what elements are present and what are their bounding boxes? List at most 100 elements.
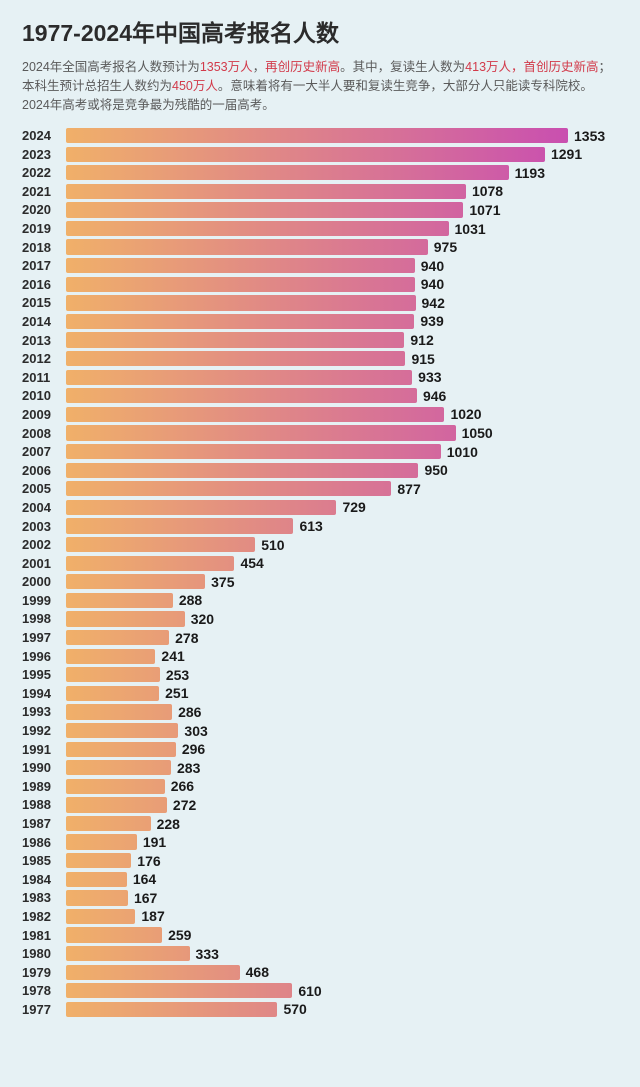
bar-track: 266 xyxy=(66,777,618,796)
year-label: 2008 xyxy=(22,426,66,441)
bar-track: 164 xyxy=(66,870,618,889)
chart-row: 1992 303 xyxy=(22,721,618,740)
bar-track: 940 xyxy=(66,275,618,294)
value-label: 187 xyxy=(141,908,164,924)
year-label: 2024 xyxy=(22,128,66,143)
bar xyxy=(66,221,449,236)
chart-row: 1990 283 xyxy=(22,758,618,777)
value-label: 320 xyxy=(191,611,214,627)
bar xyxy=(66,630,169,645)
bar-track: 288 xyxy=(66,591,618,610)
year-label: 1985 xyxy=(22,853,66,868)
chart-row: 2006 950 xyxy=(22,461,618,480)
bar-track: 187 xyxy=(66,907,618,926)
value-label: 303 xyxy=(184,723,207,739)
chart-row: 2012915 xyxy=(22,349,618,368)
chart-row: 2016940 xyxy=(22,275,618,294)
bar-track: 272 xyxy=(66,796,618,815)
value-label: 286 xyxy=(178,704,201,720)
bar-track: 946 xyxy=(66,387,618,406)
year-label: 1996 xyxy=(22,649,66,664)
bar-track: 167 xyxy=(66,889,618,908)
bar xyxy=(66,816,151,831)
bar xyxy=(66,593,173,608)
bar xyxy=(66,463,418,478)
year-label: 1982 xyxy=(22,909,66,924)
value-label: 454 xyxy=(240,555,263,571)
bar xyxy=(66,165,509,180)
bar xyxy=(66,946,190,961)
chart-row: 1977 570 xyxy=(22,1000,618,1019)
year-label: 1979 xyxy=(22,965,66,980)
year-label: 2020 xyxy=(22,202,66,217)
chart-row: 20231291 xyxy=(22,145,618,164)
bar xyxy=(66,537,255,552)
bar xyxy=(66,704,172,719)
value-label: 288 xyxy=(179,592,202,608)
bar-chart: 2024135320231291202211932021107820201071… xyxy=(22,126,618,1019)
bar-track: 950 xyxy=(66,461,618,480)
year-label: 1994 xyxy=(22,686,66,701)
page: 1977-2024年中国高考报名人数 2024年全国高考报名人数预计为1353万… xyxy=(0,0,640,1087)
year-label: 2014 xyxy=(22,314,66,329)
bar-track: 228 xyxy=(66,814,618,833)
bar xyxy=(66,686,159,701)
chart-row: 1983167 xyxy=(22,889,618,908)
bar xyxy=(66,742,176,757)
value-label: 1071 xyxy=(469,202,500,218)
bar xyxy=(66,481,391,496)
bar xyxy=(66,147,545,162)
value-label: 176 xyxy=(137,853,160,869)
chart-row: 20221193 xyxy=(22,163,618,182)
year-label: 1977 xyxy=(22,1002,66,1017)
chart-row: 1999 288 xyxy=(22,591,618,610)
value-label: 333 xyxy=(196,946,219,962)
bar-track: 375 xyxy=(66,573,618,592)
chart-row: 2005877 xyxy=(22,480,618,499)
bar xyxy=(66,370,412,385)
value-label: 570 xyxy=(283,1001,306,1017)
bar xyxy=(66,667,160,682)
chart-row: 20191031 xyxy=(22,219,618,238)
chart-subtitle: 2024年全国高考报名人数预计为1353万人，再创历史新高。其中，复读生人数为4… xyxy=(22,58,618,114)
bar-track: 286 xyxy=(66,703,618,722)
bar xyxy=(66,890,128,905)
year-label: 2006 xyxy=(22,463,66,478)
year-label: 1998 xyxy=(22,611,66,626)
year-label: 1978 xyxy=(22,983,66,998)
year-label: 1992 xyxy=(22,723,66,738)
year-label: 1991 xyxy=(22,742,66,757)
value-label: 950 xyxy=(424,462,447,478)
year-label: 1999 xyxy=(22,593,66,608)
value-label: 912 xyxy=(410,332,433,348)
chart-row: 20241353 xyxy=(22,126,618,145)
chart-row: 1991296 xyxy=(22,740,618,759)
year-label: 1990 xyxy=(22,760,66,775)
chart-row: 1997278 xyxy=(22,628,618,647)
bar-track: 251 xyxy=(66,684,618,703)
value-label: 283 xyxy=(177,760,200,776)
chart-row: 1980333 xyxy=(22,944,618,963)
chart-title: 1977-2024年中国高考报名人数 xyxy=(22,14,618,48)
bar xyxy=(66,779,165,794)
value-label: 940 xyxy=(421,258,444,274)
chart-row: 1998 320 xyxy=(22,610,618,629)
year-label: 2013 xyxy=(22,333,66,348)
bar xyxy=(66,258,415,273)
year-label: 2002 xyxy=(22,537,66,552)
chart-row: 1985 176 xyxy=(22,851,618,870)
year-label: 1989 xyxy=(22,779,66,794)
chart-row: 1984164 xyxy=(22,870,618,889)
year-label: 2005 xyxy=(22,481,66,496)
bar-track: 296 xyxy=(66,740,618,759)
bar-track: 468 xyxy=(66,963,618,982)
chart-row: 20071010 xyxy=(22,442,618,461)
year-label: 2017 xyxy=(22,258,66,273)
bar xyxy=(66,239,428,254)
subtitle-text: ， xyxy=(253,60,266,74)
year-label: 2009 xyxy=(22,407,66,422)
year-label: 1981 xyxy=(22,928,66,943)
chart-row: 2002510 xyxy=(22,535,618,554)
chart-row: 1986191 xyxy=(22,833,618,852)
bar-track: 933 xyxy=(66,368,618,387)
